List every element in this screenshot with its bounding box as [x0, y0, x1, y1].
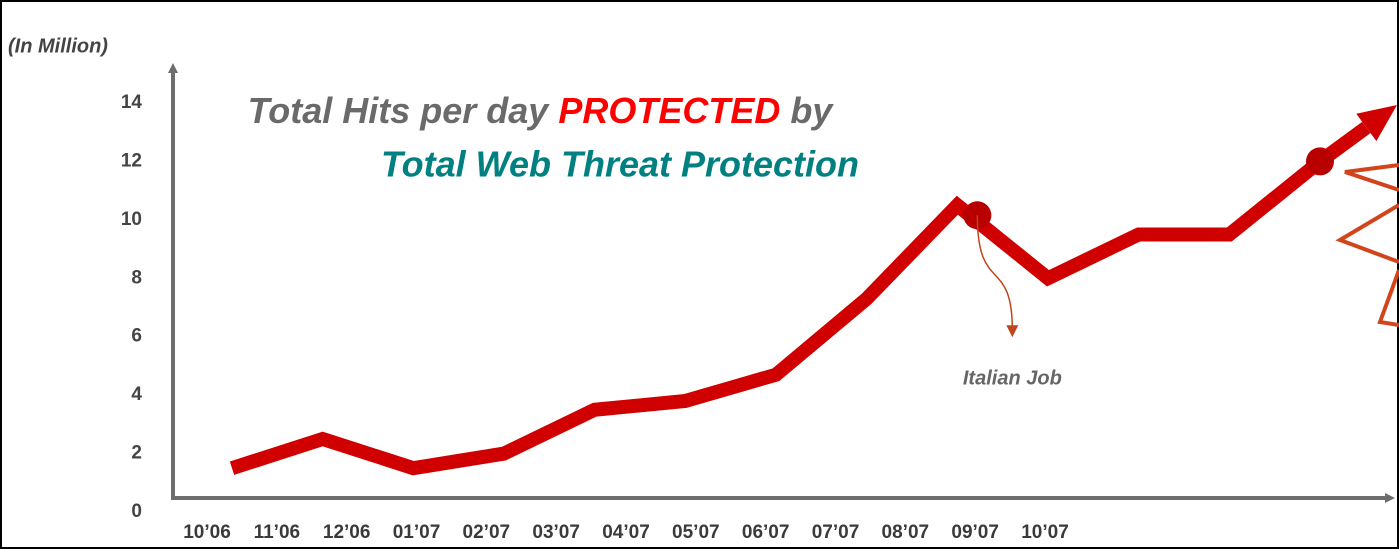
y-axis-label: (In Million) [8, 35, 108, 57]
x-tick-label: 10’06 [183, 522, 231, 543]
x-tick-label: 05’07 [672, 522, 720, 543]
y-tick-label: 10 [121, 209, 142, 230]
trend-arrow-head [1356, 105, 1397, 142]
x-tick-label: 01’07 [393, 522, 441, 543]
x-tick-label: 11’06 [254, 522, 301, 543]
x-tick-label: 02’07 [463, 522, 511, 543]
x-tick-label: 09’07 [951, 522, 999, 543]
y-tick-label: 8 [131, 267, 142, 288]
chart-title: Total Hits per day PROTECTED by [248, 90, 835, 131]
y-tick-label: 6 [131, 326, 142, 347]
annotation-arrow [1006, 325, 1019, 338]
x-tick-label: 07’07 [812, 522, 860, 543]
x-tick-label: 12’06 [323, 522, 371, 543]
x-tick-label: 08’07 [882, 522, 930, 543]
decoration [1335, 163, 1399, 327]
title-part: Total Hits per day [248, 90, 551, 131]
chart-subtitle: Total Web Threat Protection [381, 144, 859, 185]
line [229, 155, 1325, 476]
point-marker [1306, 147, 1334, 176]
x-tick-label: 04’07 [602, 522, 650, 543]
y-tick-label: 12 [121, 150, 142, 171]
x-tick-label: 03’07 [532, 522, 580, 543]
title-highlight: PROTECTED [558, 90, 780, 131]
x-tick-label: 06’07 [742, 522, 790, 543]
y-tick-label: 4 [131, 384, 142, 405]
annotation: Italian Job [963, 368, 1062, 390]
annotation-connector [976, 215, 1014, 331]
y-tick-label: 0 [131, 501, 142, 522]
y-tick-label: 14 [121, 92, 143, 113]
x-tick-label: 10’07 [1021, 522, 1069, 543]
plot-area: 0 2 4 6 8 10 12 14 10’06 11’06 12’06 01’07 02’07 03’0… [121, 92, 1397, 543]
y-tick-label: 2 [131, 443, 142, 464]
title-part: by [790, 90, 834, 131]
